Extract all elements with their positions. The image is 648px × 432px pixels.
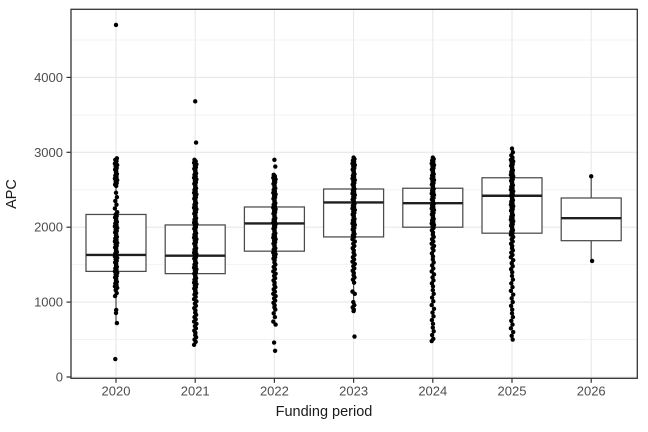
data-point: [273, 164, 278, 169]
data-point: [114, 183, 119, 189]
data-point: [431, 306, 437, 312]
data-points: [112, 22, 595, 362]
data-point: [431, 329, 436, 334]
data-point: [509, 296, 514, 301]
data-point: [510, 314, 516, 320]
data-point: [510, 284, 515, 290]
points-2021: [191, 99, 199, 347]
data-point: [113, 356, 118, 362]
boxplot-2026: [560, 176, 622, 261]
data-point: [589, 258, 595, 264]
data-point: [271, 340, 277, 345]
data-point: [509, 273, 515, 279]
axis-ticks-and-labels: 0 1000 2000 3000 4000 2020 2021 2022 2023 2024 202…: [34, 70, 606, 398]
data-point: [113, 198, 118, 204]
data-point: [508, 288, 514, 294]
data-point: [352, 334, 357, 339]
data-point: [271, 311, 276, 316]
data-point: [511, 292, 516, 297]
data-point: [511, 329, 516, 335]
data-point: [430, 325, 435, 330]
points-2020: [112, 22, 120, 362]
data-point: [113, 22, 119, 28]
data-point: [509, 281, 514, 286]
data-point: [508, 326, 514, 331]
data-point: [191, 342, 197, 347]
data-point: [510, 277, 516, 282]
data-point: [429, 269, 434, 274]
data-point: [272, 314, 278, 320]
x-tick-label: 2026: [577, 383, 606, 398]
points-2023: [350, 155, 357, 339]
data-point: [112, 206, 118, 211]
x-tick-label: 2022: [260, 383, 289, 398]
data-point: [510, 337, 515, 342]
data-point: [430, 310, 435, 315]
data-point: [193, 140, 199, 145]
data-point: [509, 333, 514, 339]
data-point: [510, 307, 515, 312]
data-point: [510, 269, 515, 275]
data-point: [429, 317, 435, 323]
data-point: [510, 322, 515, 327]
points-2022: [271, 157, 278, 353]
data-point: [431, 291, 436, 297]
data-point: [508, 254, 514, 260]
y-tick-label: 0: [56, 370, 63, 385]
data-point: [589, 174, 594, 179]
x-tick-label: 2021: [181, 383, 210, 398]
y-tick-label: 3000: [34, 145, 63, 160]
x-axis-title: Funding period: [276, 404, 373, 420]
data-point: [431, 299, 436, 304]
y-tick-label: 1000: [34, 295, 63, 310]
data-point: [272, 157, 277, 162]
data-point: [193, 99, 198, 104]
data-point: [429, 295, 435, 300]
x-tick-label: 2020: [102, 383, 131, 398]
x-tick-label: 2025: [498, 383, 527, 398]
data-point: [273, 307, 278, 312]
x-tick-label: 2024: [418, 383, 447, 398]
data-point: [430, 321, 436, 327]
data-point: [271, 319, 276, 324]
data-point: [114, 195, 120, 200]
data-point: [508, 303, 514, 309]
data-point: [351, 308, 356, 314]
data-point: [352, 291, 357, 297]
data-point: [429, 332, 435, 338]
data-point: [509, 318, 514, 324]
data-point: [273, 322, 278, 327]
data-point: [113, 190, 119, 195]
x-tick-label: 2023: [339, 383, 368, 398]
data-point: [509, 311, 515, 316]
y-tick-label: 2000: [34, 220, 63, 235]
data-point: [429, 338, 434, 344]
y-tick-label: 4000: [34, 70, 63, 85]
data-point: [112, 293, 118, 299]
data-point: [114, 202, 119, 207]
points-2026: [589, 174, 595, 264]
points-2024: [429, 155, 437, 344]
data-point: [429, 302, 434, 308]
data-point: [510, 299, 515, 305]
data-point: [430, 284, 436, 289]
data-point: [509, 146, 515, 151]
y-axis-title: APC: [4, 179, 20, 209]
data-point: [431, 314, 436, 319]
data-point: [113, 310, 119, 316]
data-point: [272, 348, 278, 353]
data-point: [430, 287, 435, 293]
points-2025: [508, 146, 516, 342]
data-point: [351, 280, 357, 285]
data-point: [114, 320, 120, 326]
